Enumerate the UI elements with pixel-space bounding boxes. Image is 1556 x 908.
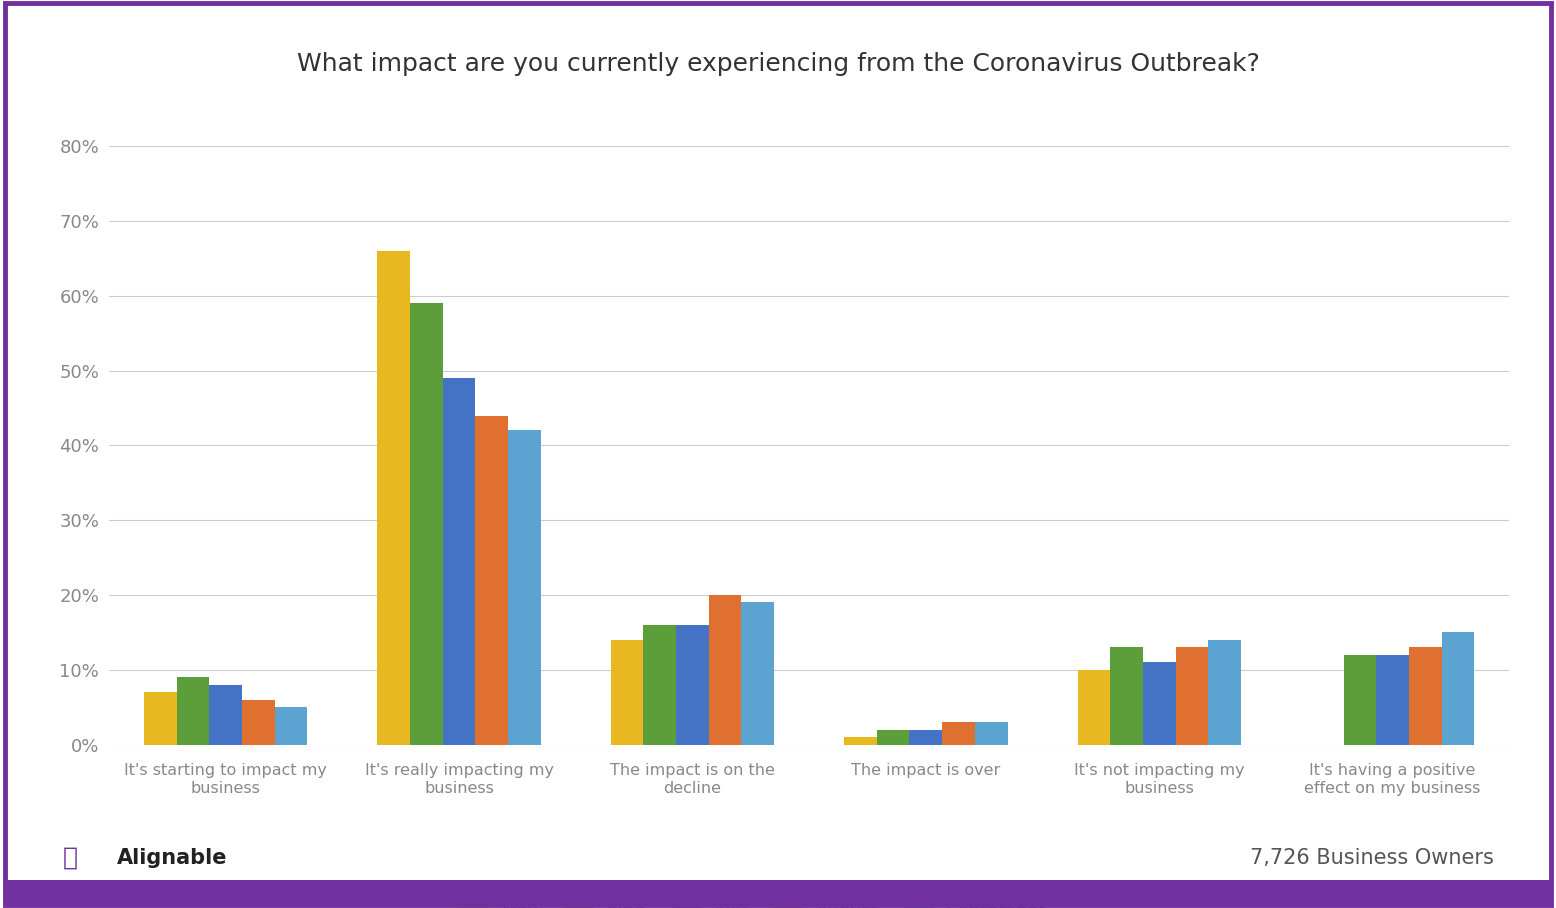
Bar xyxy=(708,595,741,745)
Bar xyxy=(878,730,909,745)
Bar xyxy=(1207,640,1240,745)
Bar xyxy=(1109,647,1142,745)
Bar xyxy=(742,603,775,745)
Bar xyxy=(475,416,507,745)
Text: Alignable: Alignable xyxy=(117,848,227,868)
Text: Ⓢ: Ⓢ xyxy=(62,846,78,870)
Bar xyxy=(1408,647,1441,745)
Bar xyxy=(1142,662,1176,745)
Bar xyxy=(1077,670,1109,745)
Bar xyxy=(1343,655,1376,745)
Bar xyxy=(209,685,243,745)
Bar xyxy=(643,625,675,745)
Bar xyxy=(1376,655,1408,745)
Bar xyxy=(1441,632,1474,745)
Bar xyxy=(409,303,442,745)
Bar xyxy=(974,722,1008,745)
Bar xyxy=(377,251,409,745)
Text: What impact are you currently experiencing from the Coronavirus Outbreak?: What impact are you currently experienci… xyxy=(297,52,1259,75)
Bar xyxy=(507,430,541,745)
Bar xyxy=(274,707,307,745)
Bar xyxy=(143,692,176,745)
Bar xyxy=(610,640,644,745)
Bar xyxy=(675,625,708,745)
Bar xyxy=(909,730,941,745)
Bar xyxy=(843,737,876,745)
Bar xyxy=(442,378,475,745)
Bar xyxy=(941,722,974,745)
Bar xyxy=(176,677,209,745)
Bar xyxy=(1175,647,1207,745)
Bar xyxy=(243,700,274,745)
Legend: May, June, July, August, September: May, June, July, August, September xyxy=(453,893,1053,908)
Text: 7,726 Business Owners: 7,726 Business Owners xyxy=(1249,848,1494,868)
